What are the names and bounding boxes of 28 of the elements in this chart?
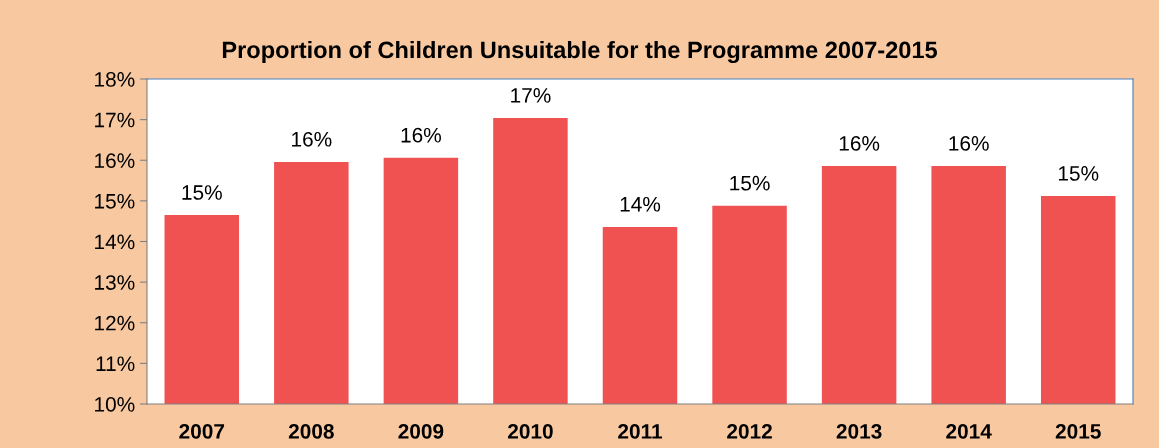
chart-title: Proportion of Children Unsuitable for the Programme 2007-2015 <box>222 40 938 64</box>
x-tick-label: 2014 <box>946 423 992 439</box>
y-tick-label: 18% <box>95 72 135 87</box>
data-label: 16% <box>949 135 989 151</box>
y-tick-label: 10% <box>95 397 135 412</box>
data-label: 16% <box>292 131 332 147</box>
y-tick-label: 17% <box>95 112 135 128</box>
x-tick-label: 2013 <box>836 423 882 439</box>
data-label: 15% <box>1058 166 1099 181</box>
data-label: 17% <box>511 88 551 103</box>
data-label: 16% <box>401 127 441 143</box>
x-tick-label: 2009 <box>398 423 444 439</box>
x-tick-label: 2007 <box>179 423 225 439</box>
x-tick-label: 2010 <box>508 423 553 439</box>
y-tick-label: 15% <box>95 193 135 209</box>
y-tick-label: 16% <box>95 153 135 168</box>
x-tick-label: 2008 <box>288 423 334 439</box>
data-label: 15% <box>182 185 222 200</box>
y-tick-label: 13% <box>95 275 135 290</box>
x-tick-label: 2012 <box>727 423 772 439</box>
data-label: 15% <box>730 175 770 191</box>
x-tick-label: 2015 <box>1055 423 1101 439</box>
y-tick-label: 12% <box>95 315 135 331</box>
y-tick-label: 14% <box>95 234 135 250</box>
data-label: 14% <box>620 196 661 212</box>
y-tick-label: 11% <box>96 356 135 372</box>
data-label: 16% <box>839 135 880 151</box>
x-tick-label: 2011 <box>618 423 663 439</box>
